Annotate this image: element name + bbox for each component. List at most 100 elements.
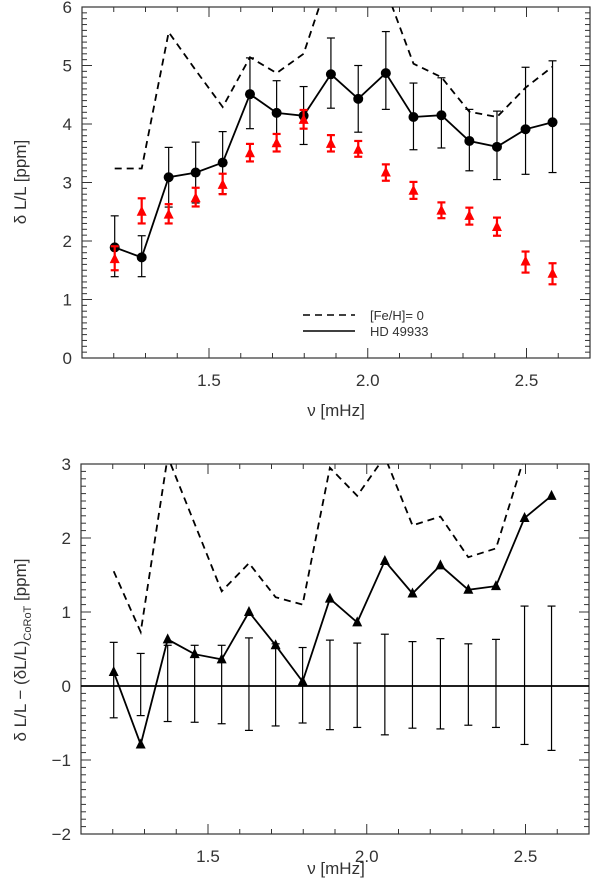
series-0 xyxy=(114,7,554,170)
data-point-triangle xyxy=(243,606,254,616)
solid-series-line xyxy=(112,495,553,748)
data-point-triangle xyxy=(163,208,174,219)
series-2 xyxy=(109,605,556,751)
data-point-circle xyxy=(436,110,447,121)
data-point-triangle xyxy=(352,616,363,627)
error-bar xyxy=(547,605,556,751)
error-bar xyxy=(136,652,145,717)
x-tick-label: 2.0 xyxy=(356,371,380,390)
data-point-triangle xyxy=(271,137,282,148)
error-bar xyxy=(163,644,172,723)
y-tick-label: −1 xyxy=(52,751,71,770)
legend-label: HD 49933 xyxy=(370,324,429,339)
error-bar xyxy=(353,642,362,729)
data-point-circle xyxy=(520,124,531,135)
data-point-triangle xyxy=(490,580,501,591)
error-bar xyxy=(244,637,253,732)
error-bar xyxy=(109,641,118,719)
series-1 xyxy=(109,30,558,278)
y-tick-label: 5 xyxy=(63,57,72,76)
data-point-triangle xyxy=(491,220,502,231)
plot-area xyxy=(108,464,557,751)
bottom-y-label-main: δ L/L − (δL/L) xyxy=(11,641,30,742)
data-point-triangle xyxy=(519,512,530,523)
top-y-axis-label: δ L/L [ppm] xyxy=(11,140,30,224)
y-tick-label: 2 xyxy=(63,232,72,251)
data-point-circle xyxy=(217,157,228,168)
data-point-circle xyxy=(271,107,282,118)
error-bar xyxy=(271,643,280,727)
bottom-y-label-unit: [ppm] xyxy=(11,558,30,605)
error-bar xyxy=(325,639,334,731)
top-x-axis-label: ν [mHz] xyxy=(307,401,365,420)
y-tick-label: 6 xyxy=(63,0,72,17)
top-panel-chart: 1.5 2.0 2.5 0 1 2 3 4 5 6 [Fe/H]= 0HD 49933 xyxy=(63,0,591,390)
error-bar xyxy=(548,60,557,174)
data-point-circle xyxy=(408,111,419,122)
series-0 xyxy=(112,464,524,636)
y-tick-label: 1 xyxy=(63,291,72,310)
y-tick-label: 1 xyxy=(62,603,71,622)
legend-label: [Fe/H]= 0 xyxy=(370,308,424,323)
data-point-triangle xyxy=(436,204,447,215)
data-point-triangle xyxy=(463,583,474,594)
data-point-triangle xyxy=(407,587,418,598)
error-bar xyxy=(217,644,226,725)
data-point-triangle xyxy=(162,633,173,644)
data-point-triangle xyxy=(136,205,147,216)
data-point-triangle xyxy=(546,489,557,500)
x-tick-label: 2.5 xyxy=(515,371,539,390)
plot-frame xyxy=(81,6,591,359)
error-bar xyxy=(521,66,530,175)
data-point-circle xyxy=(353,93,364,104)
data-point-triangle xyxy=(353,143,364,154)
data-point-circle xyxy=(491,141,502,152)
data-point-circle xyxy=(136,252,147,263)
y-tick-label: 2 xyxy=(62,529,71,548)
y-tick-label: 3 xyxy=(63,174,72,193)
legend: [Fe/H]= 0HD 49933 xyxy=(303,308,429,339)
y-tick-label: 0 xyxy=(63,349,72,368)
error-bar xyxy=(436,638,445,730)
axis-ticks xyxy=(80,463,590,835)
x-tick-label: 2.5 xyxy=(514,847,538,866)
data-point-triangle xyxy=(217,178,228,189)
data-point-triangle xyxy=(325,137,336,148)
data-point-triangle xyxy=(190,192,201,203)
data-point-circle xyxy=(547,117,558,128)
bottom-panel-chart: 1.5 2.0 2.5 −2 −1 0 1 2 3 xyxy=(52,455,590,866)
axis-ticks xyxy=(81,6,591,359)
y-tick-label: 0 xyxy=(62,677,71,696)
series-1 xyxy=(108,489,557,749)
error-bar xyxy=(380,633,389,736)
x-tick-label: 1.5 xyxy=(197,371,221,390)
data-point-triangle xyxy=(520,255,531,266)
data-point-triangle xyxy=(109,253,120,264)
data-point-circle xyxy=(244,89,255,100)
data-point-triangle xyxy=(547,267,558,278)
data-point-triangle xyxy=(464,209,475,220)
data-point-triangle xyxy=(298,113,309,124)
plot-area xyxy=(109,7,558,286)
y-tick-label: −2 xyxy=(52,825,71,844)
data-point-circle xyxy=(190,167,201,178)
data-point-triangle xyxy=(324,592,335,603)
error-bar xyxy=(491,638,500,729)
x-tick-label: 1.5 xyxy=(196,847,220,866)
dashed-series-line xyxy=(114,7,554,170)
error-bar xyxy=(464,643,473,726)
data-point-circle xyxy=(464,135,475,146)
data-point-triangle xyxy=(435,559,446,570)
y-tick-label: 3 xyxy=(62,455,71,474)
data-point-circle xyxy=(163,172,174,183)
data-point-triangle xyxy=(135,738,146,749)
error-bar xyxy=(190,644,199,723)
data-point-circle xyxy=(325,69,336,80)
data-point-circle xyxy=(380,68,391,79)
solid-series-line xyxy=(114,71,553,259)
bottom-y-label-sub: CoRoT xyxy=(22,605,34,640)
y-tick-label: 4 xyxy=(63,115,72,134)
data-point-triangle xyxy=(379,554,390,565)
error-bar xyxy=(520,605,529,746)
bottom-y-axis-label: δ L/L − (δL/L)CoRoT [ppm] xyxy=(11,558,34,741)
